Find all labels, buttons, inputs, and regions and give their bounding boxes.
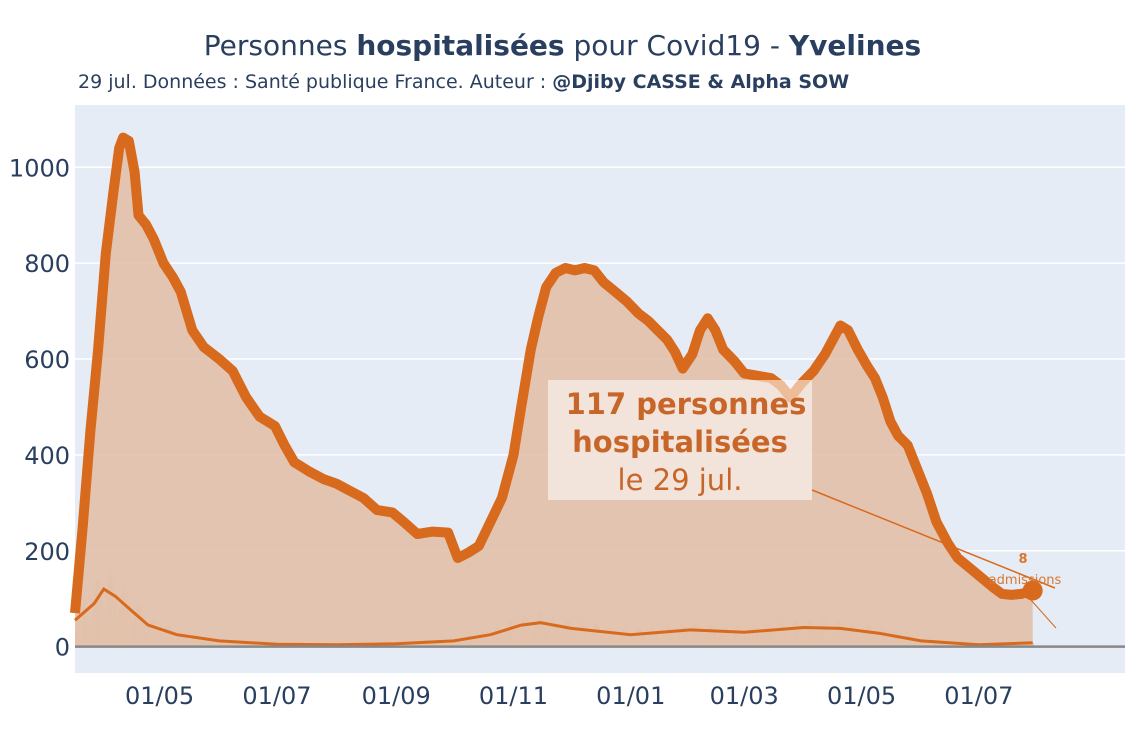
x-tick-label: 01/01 — [596, 682, 665, 710]
hospitalized-line — [70, 132, 1035, 614]
admission-bar — [1032, 643, 1034, 647]
x-tick-label: 01/05 — [125, 682, 194, 710]
x-axis-ticks: 01/05 01/07 01/09 01/11 01/01 01/03 01/05 01/07 — [125, 682, 1013, 710]
admissions-line — [74, 587, 1033, 647]
y-axis-ticks: 0 200 400 600 800 1000 — [9, 154, 70, 661]
y-tick-label: 0 — [55, 634, 70, 662]
title-part2: hospitalisées — [356, 29, 565, 62]
x-tick-label: 01/11 — [479, 682, 548, 710]
admissions-value: 8 — [1018, 552, 1027, 567]
y-tick-label: 200 — [24, 538, 70, 566]
chart-title: Personnes hospitalisées pour Covid19 - Y… — [0, 28, 1125, 64]
x-tick-label: 01/09 — [362, 682, 431, 710]
y-tick-label: 800 — [24, 250, 70, 278]
y-tick-label: 400 — [24, 442, 70, 470]
title-part1: Personnes — [203, 29, 357, 62]
subtitle-authors: @Djiby CASSE & Alpha SOW — [552, 71, 850, 93]
annotation-line3: le 29 jul. — [618, 463, 743, 497]
title-part3: pour Covid19 - — [564, 29, 789, 62]
x-tick-label: 01/07 — [242, 682, 311, 710]
annotation-line2: hospitalisées — [572, 425, 788, 459]
y-tick-label: 1000 — [9, 154, 70, 182]
x-tick-label: 01/07 — [944, 682, 1013, 710]
annotation-box — [548, 380, 812, 500]
annotation-line1: 117 personnes — [566, 387, 807, 421]
last-value-marker — [1022, 580, 1043, 601]
subtitle-prefix: 29 jul. Données : Santé publique France.… — [78, 71, 553, 93]
annotation-arrow — [811, 489, 1056, 589]
x-tick-label: 01/03 — [710, 682, 779, 710]
y-tick-label: 600 — [24, 346, 70, 374]
title-part4: Yvelines — [788, 29, 922, 62]
admissions-label: admissions — [989, 573, 1062, 588]
x-tick-label: 01/05 — [827, 682, 896, 710]
chart-subtitle: 29 jul. Données : Santé publique France.… — [78, 70, 849, 94]
